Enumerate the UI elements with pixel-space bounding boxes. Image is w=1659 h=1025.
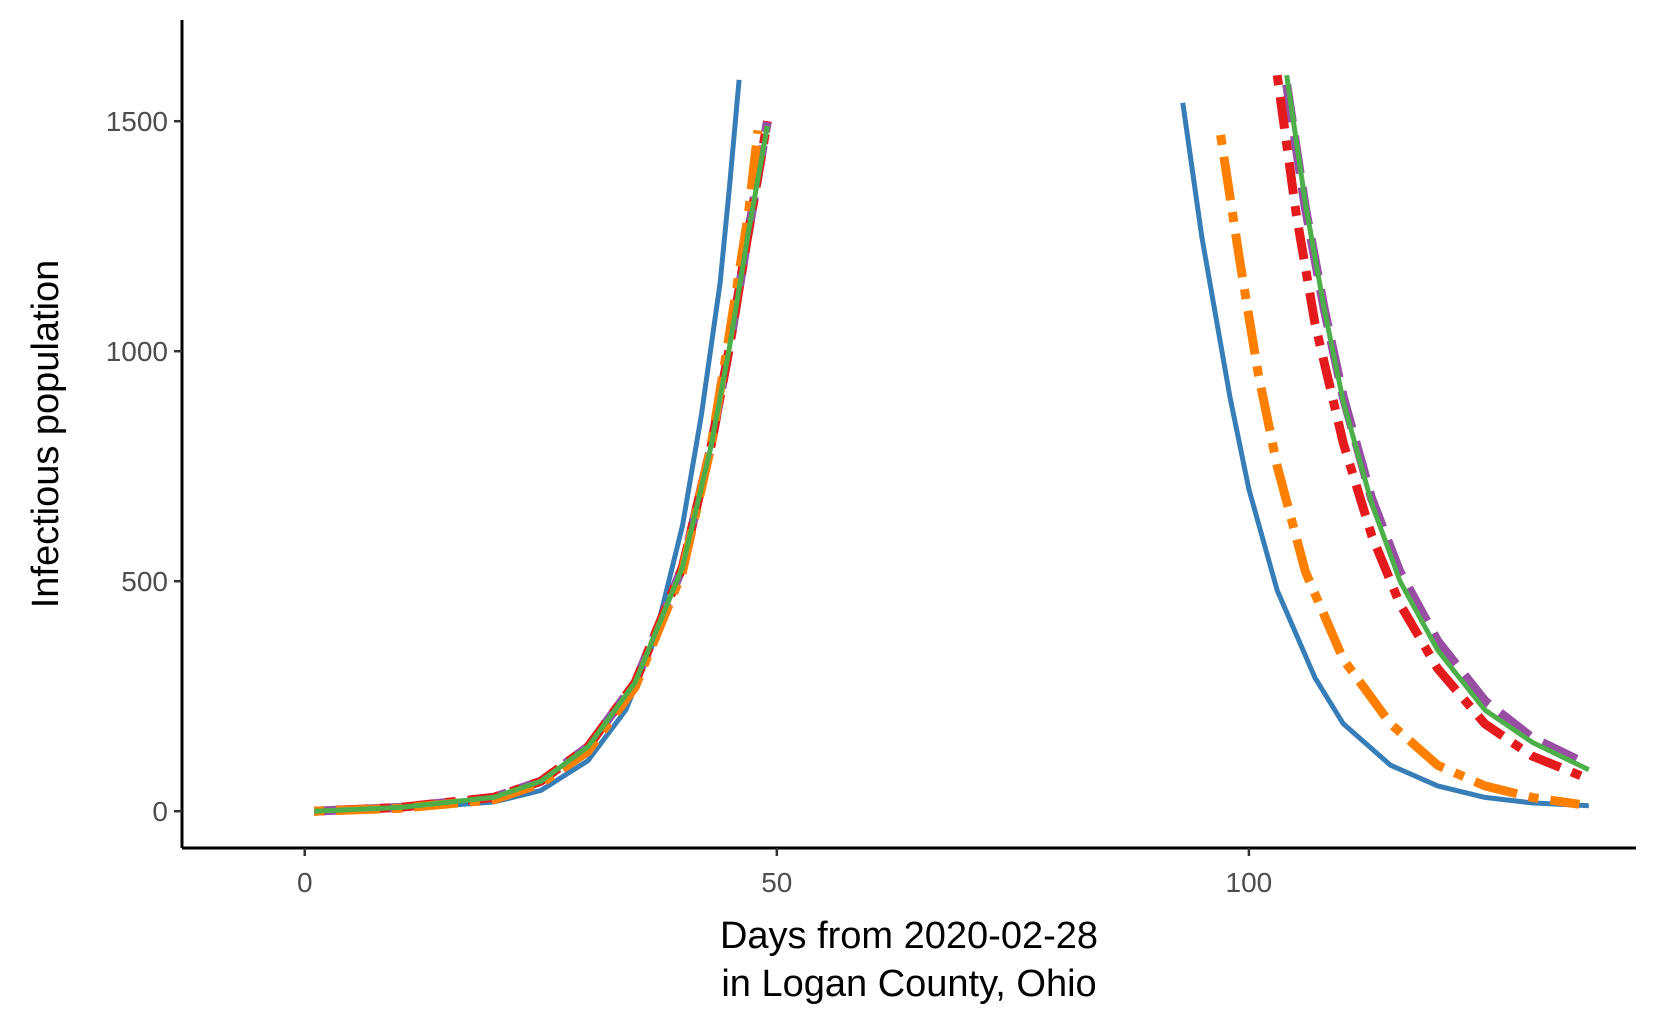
series-line-segment	[314, 120, 772, 816]
y-tick-label: 1000	[106, 336, 168, 367]
x-axis-ticks: 0 50 100	[297, 848, 1272, 898]
series-line-segment	[314, 79, 742, 814]
series-line-segment	[1216, 134, 1581, 809]
y-axis-ticks: 0 500 1000 1500	[106, 106, 182, 827]
x-tick-label: 0	[297, 867, 313, 898]
y-axis-title: Infectious population	[25, 260, 67, 609]
series-line-segment	[314, 129, 763, 816]
series-3	[314, 129, 1581, 816]
x-tick-label: 50	[761, 867, 792, 898]
series-4	[314, 74, 1590, 814]
x-axis-title-line-1: Days from 2020-02-28	[720, 915, 1098, 957]
y-tick-label: 0	[152, 796, 168, 827]
series-line-segment	[1282, 83, 1591, 770]
series-line-segment	[1284, 74, 1590, 773]
y-tick-label: 500	[121, 566, 168, 597]
x-tick-label: 100	[1226, 867, 1273, 898]
series-layer	[314, 74, 1591, 816]
y-tick-label: 1500	[106, 106, 168, 137]
series-2	[314, 74, 1591, 816]
series-line-segment	[1272, 74, 1591, 784]
series-line-segment	[1180, 102, 1589, 809]
series-1	[314, 83, 1591, 816]
series-0	[314, 79, 1589, 814]
series-line-segment	[314, 125, 770, 814]
series-line-segment	[314, 120, 772, 816]
x-axis-title-line-2: in Logan County, Ohio	[721, 963, 1096, 1005]
